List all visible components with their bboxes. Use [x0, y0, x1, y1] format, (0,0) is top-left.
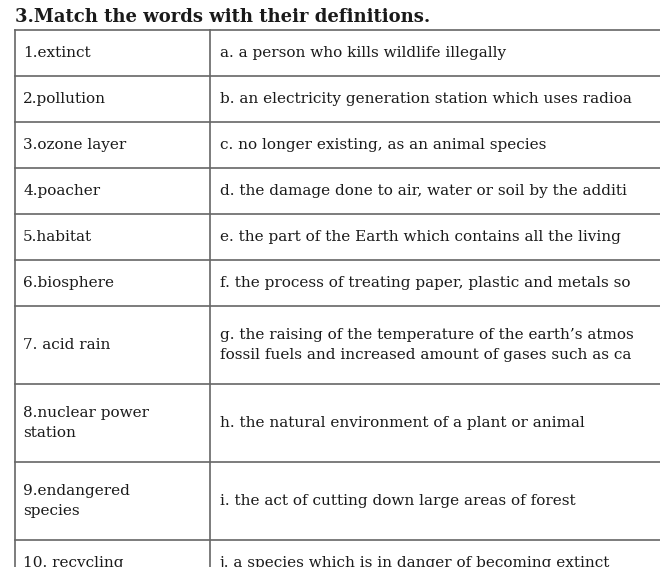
Text: 3.ozone layer: 3.ozone layer: [23, 138, 126, 152]
Text: 10. recycling: 10. recycling: [23, 556, 123, 567]
Text: 3.Match the words with their definitions.: 3.Match the words with their definitions…: [15, 8, 430, 26]
Text: i. the act of cutting down large areas of forest: i. the act of cutting down large areas o…: [220, 494, 576, 508]
Text: 5.habitat: 5.habitat: [23, 230, 92, 244]
Text: 7. acid rain: 7. acid rain: [23, 338, 110, 352]
Text: 8.nuclear power
station: 8.nuclear power station: [23, 406, 149, 440]
Text: 4.poacher: 4.poacher: [23, 184, 100, 198]
Text: 2.pollution: 2.pollution: [23, 92, 106, 106]
Text: g. the raising of the temperature of the earth’s atmos
fossil fuels and increase: g. the raising of the temperature of the…: [220, 328, 634, 362]
Text: h. the natural environment of a plant or animal: h. the natural environment of a plant or…: [220, 416, 585, 430]
Text: d. the damage done to air, water or soil by the additi: d. the damage done to air, water or soil…: [220, 184, 627, 198]
Text: 6.biosphere: 6.biosphere: [23, 276, 114, 290]
Text: f. the process of treating paper, plastic and metals so: f. the process of treating paper, plasti…: [220, 276, 630, 290]
Text: b. an electricity generation station which uses radioa: b. an electricity generation station whi…: [220, 92, 632, 106]
Text: e. the part of the Earth which contains all the living: e. the part of the Earth which contains …: [220, 230, 621, 244]
Text: c. no longer existing, as an animal species: c. no longer existing, as an animal spec…: [220, 138, 546, 152]
Text: a. a person who kills wildlife illegally: a. a person who kills wildlife illegally: [220, 46, 506, 60]
Text: j. a species which is in danger of becoming extinct: j. a species which is in danger of becom…: [220, 556, 610, 567]
Text: 9.endangered
species: 9.endangered species: [23, 484, 130, 518]
Text: 1.extinct: 1.extinct: [23, 46, 90, 60]
